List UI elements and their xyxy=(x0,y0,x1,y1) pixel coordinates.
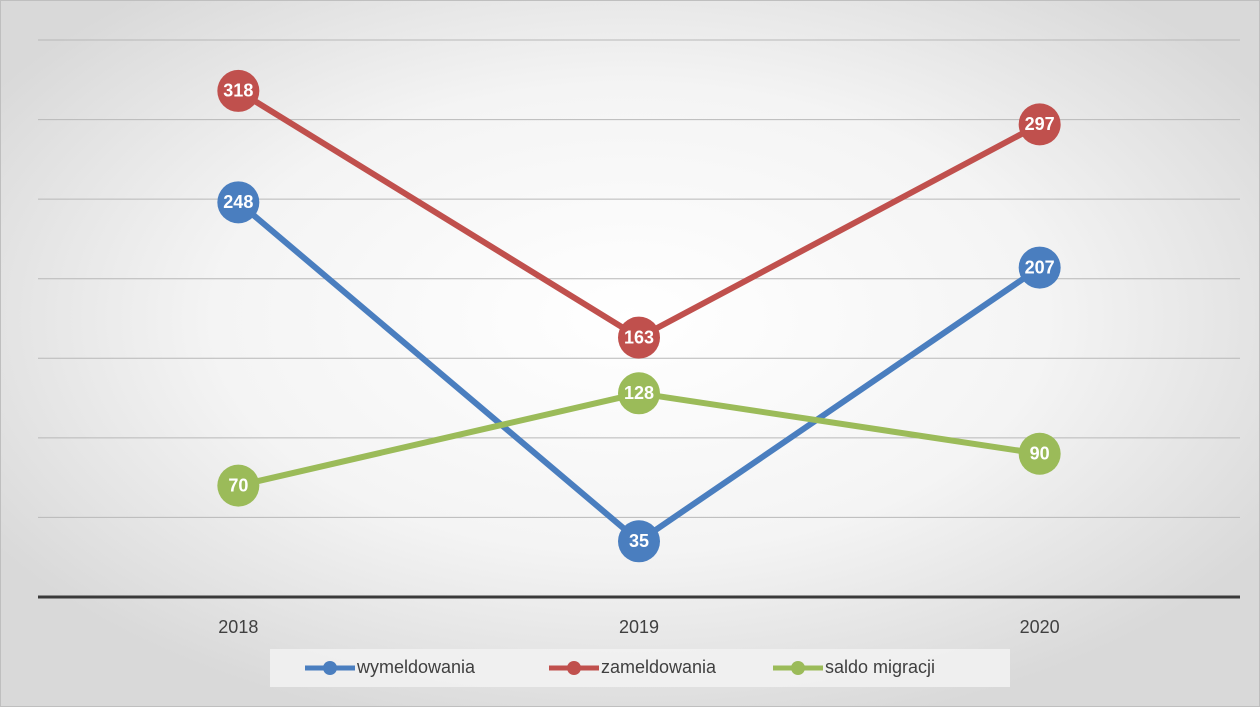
x-labels: 2018 2019 2020 xyxy=(218,617,1059,637)
marker xyxy=(618,316,660,359)
data-label: 70 xyxy=(228,475,248,495)
marker xyxy=(217,69,260,112)
data-label: 318 xyxy=(223,81,253,101)
marker xyxy=(1018,103,1061,146)
legend: wymeldowania zameldowania saldo migracji xyxy=(305,657,935,677)
marker xyxy=(1018,246,1061,289)
marker xyxy=(217,464,260,507)
legend-marker xyxy=(567,661,581,675)
data-label: 248 xyxy=(223,192,253,212)
x-tick-label: 2018 xyxy=(218,617,258,637)
data-label: 207 xyxy=(1025,257,1055,277)
lines: 248 35 207 318 163 297 70 128 90 xyxy=(217,69,1061,563)
data-label: 163 xyxy=(624,327,654,347)
marker xyxy=(618,520,660,563)
legend-marker xyxy=(323,661,337,675)
data-label: 90 xyxy=(1030,444,1050,464)
marker xyxy=(217,181,260,224)
legend-box xyxy=(270,649,1010,687)
legend-label: saldo migracji xyxy=(825,657,935,677)
legend-label: wymeldowania xyxy=(356,657,476,677)
data-label: 297 xyxy=(1025,114,1055,134)
data-label: 35 xyxy=(629,531,649,551)
data-label: 128 xyxy=(624,383,654,403)
legend-label: zameldowania xyxy=(601,657,717,677)
marker xyxy=(618,372,660,415)
marker xyxy=(1018,432,1061,475)
x-tick-label: 2019 xyxy=(619,617,659,637)
x-tick-label: 2020 xyxy=(1020,617,1060,637)
legend-marker xyxy=(791,661,805,675)
